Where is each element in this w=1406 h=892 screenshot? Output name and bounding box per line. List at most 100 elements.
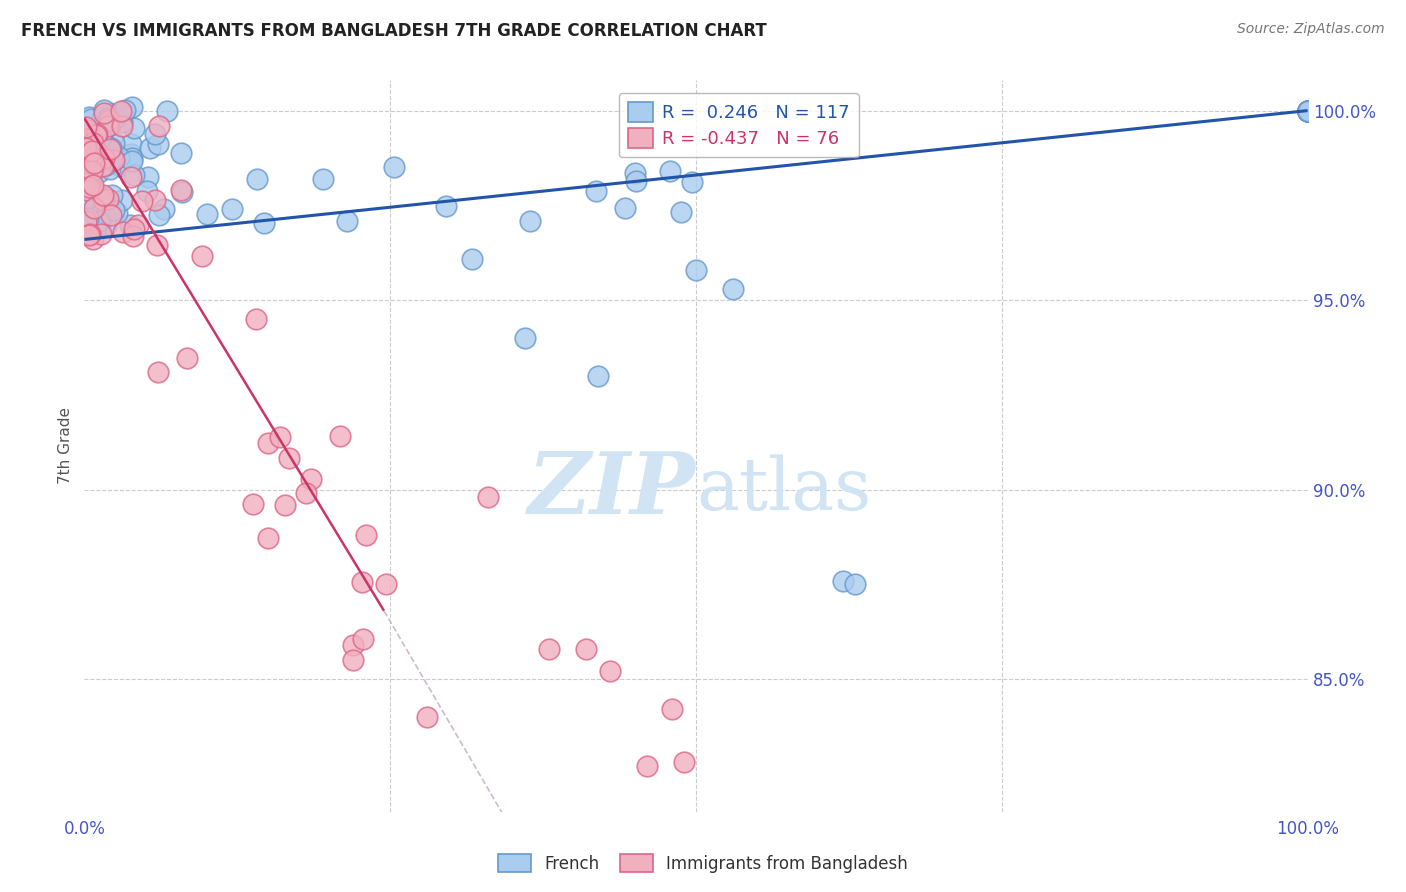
- Point: [91, 112, 114, 127]
- Point: [91, 159, 114, 173]
- Point: [671, 204, 693, 219]
- Point: [661, 702, 683, 716]
- Point: [84, 141, 107, 155]
- Point: [382, 160, 405, 174]
- Point: [143, 127, 166, 141]
- Point: [93, 193, 115, 207]
- Point: [89, 221, 111, 235]
- Point: [82, 232, 104, 246]
- Point: [87, 155, 110, 169]
- Point: [105, 206, 128, 220]
- Point: [91, 193, 114, 207]
- Point: [91, 188, 114, 202]
- Point: [86, 216, 108, 230]
- Point: [146, 238, 169, 252]
- Point: [352, 575, 374, 590]
- Point: [416, 710, 439, 724]
- Point: [672, 756, 695, 770]
- Point: [76, 125, 98, 139]
- Point: [75, 128, 97, 142]
- Point: [86, 128, 108, 142]
- Point: [312, 172, 335, 186]
- Point: [100, 208, 122, 222]
- Legend: R =  0.246   N = 117, R = -0.437   N = 76: R = 0.246 N = 117, R = -0.437 N = 76: [619, 93, 859, 157]
- Point: [1296, 103, 1319, 118]
- Point: [84, 153, 107, 168]
- Point: [114, 103, 136, 117]
- Point: [122, 222, 145, 236]
- Point: [101, 151, 124, 165]
- Point: [278, 451, 301, 466]
- Point: [90, 227, 112, 241]
- Point: [80, 181, 103, 195]
- Text: FRENCH VS IMMIGRANTS FROM BANGLADESH 7TH GRADE CORRELATION CHART: FRENCH VS IMMIGRANTS FROM BANGLADESH 7TH…: [21, 22, 766, 40]
- Point: [82, 163, 104, 178]
- Point: [121, 151, 143, 165]
- Point: [636, 759, 658, 773]
- Point: [87, 214, 110, 228]
- Point: [110, 103, 132, 118]
- Point: [614, 201, 637, 215]
- Point: [170, 145, 193, 160]
- Point: [329, 429, 352, 443]
- Point: [107, 150, 129, 164]
- Point: [98, 143, 121, 157]
- Y-axis label: 7th Grade: 7th Grade: [58, 408, 73, 484]
- Point: [352, 632, 374, 646]
- Point: [120, 136, 142, 151]
- Point: [80, 170, 103, 185]
- Point: [131, 194, 153, 209]
- Point: [575, 641, 598, 656]
- Point: [97, 111, 120, 125]
- Point: [1296, 103, 1319, 118]
- Point: [82, 136, 104, 150]
- Point: [103, 203, 125, 218]
- Point: [93, 151, 115, 165]
- Point: [122, 229, 145, 244]
- Point: [120, 169, 142, 184]
- Point: [83, 156, 105, 170]
- Point: [1296, 103, 1319, 118]
- Point: [79, 227, 101, 242]
- Point: [127, 219, 149, 233]
- Point: [84, 211, 107, 225]
- Point: [83, 201, 105, 215]
- Point: [136, 169, 159, 184]
- Point: [294, 485, 316, 500]
- Point: [98, 106, 121, 120]
- Point: [91, 110, 114, 124]
- Point: [269, 430, 291, 444]
- Point: [75, 140, 97, 154]
- Point: [681, 176, 703, 190]
- Point: [170, 183, 193, 197]
- Point: [195, 207, 218, 221]
- Point: [538, 641, 561, 656]
- Point: [190, 249, 212, 263]
- Point: [75, 132, 97, 146]
- Point: [253, 216, 276, 230]
- Point: [146, 365, 169, 379]
- Point: [111, 106, 134, 120]
- Text: atlas: atlas: [696, 455, 872, 525]
- Point: [75, 120, 97, 134]
- Point: [103, 148, 125, 162]
- Point: [83, 131, 105, 145]
- Point: [101, 188, 124, 202]
- Point: [1296, 103, 1319, 118]
- Point: [76, 183, 98, 197]
- Point: [1296, 103, 1319, 118]
- Point: [82, 149, 104, 163]
- Point: [156, 104, 179, 119]
- Point: [87, 128, 110, 143]
- Point: [176, 351, 198, 365]
- Point: [274, 499, 297, 513]
- Point: [80, 155, 103, 169]
- Point: [1296, 103, 1319, 118]
- Point: [75, 213, 97, 227]
- Point: [1296, 103, 1319, 118]
- Point: [342, 653, 364, 667]
- Point: [586, 368, 609, 383]
- Point: [77, 191, 100, 205]
- Point: [103, 112, 125, 127]
- Point: [118, 218, 141, 232]
